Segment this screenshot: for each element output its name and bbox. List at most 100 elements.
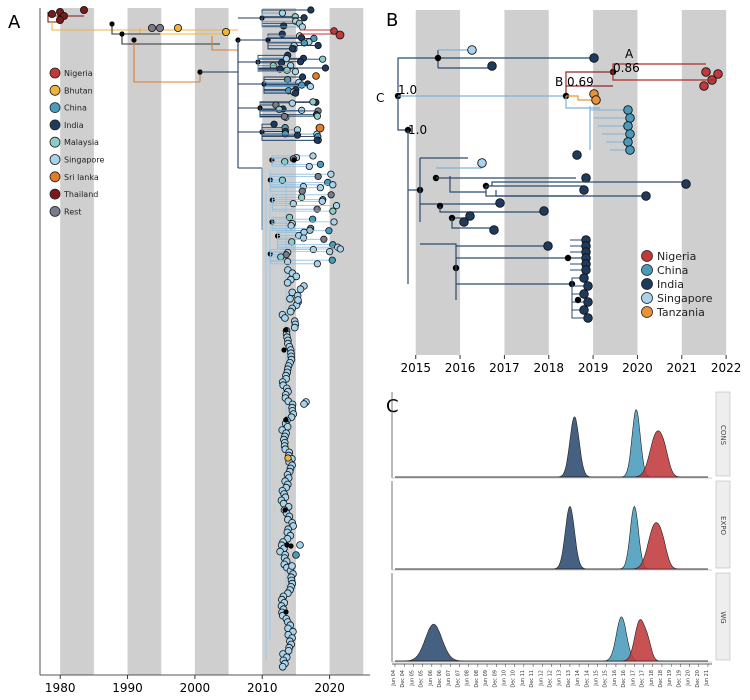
tip-node: [625, 113, 635, 123]
internal-node: [119, 31, 125, 37]
x-tick-label: Dec 13: [566, 670, 572, 688]
legend-label: Sri lanka: [64, 173, 99, 182]
internal-node: [288, 543, 294, 549]
tip-node: [281, 158, 289, 166]
tip-node: [298, 81, 306, 89]
tip-node: [465, 211, 475, 221]
tip-node: [336, 245, 344, 253]
tree-branch: [271, 196, 302, 200]
x-tick-label: 2020: [314, 681, 345, 695]
legend-swatch: [49, 205, 61, 217]
tip-node: [316, 160, 325, 168]
tip-node: [539, 206, 549, 216]
tree-branch: [257, 62, 296, 73]
x-tick-label: Dec 06: [437, 670, 443, 688]
x-tick-label: Dec 19: [676, 670, 682, 688]
tip-node: [287, 222, 295, 230]
x-tick-label: 2020: [622, 361, 653, 375]
legend-label: India: [64, 121, 84, 130]
panel-b-letter: B: [386, 10, 398, 31]
tip-node: [583, 297, 593, 307]
x-tick-label: Dec 17: [640, 670, 646, 688]
tree-branch: [565, 96, 600, 109]
x-tick-label: 2018: [533, 361, 564, 375]
legend-label: Singapore: [657, 292, 713, 305]
tip-node: [280, 22, 288, 30]
tree-branch: [612, 72, 716, 81]
tip-node: [699, 81, 709, 91]
tip-node: [280, 112, 289, 121]
tip-node: [309, 245, 317, 254]
inner-node-support: 1.0: [408, 123, 427, 137]
tip-node: [275, 105, 283, 113]
tip-node: [299, 234, 308, 242]
tip-node: [583, 281, 593, 291]
tip-node: [321, 64, 330, 72]
tip-node: [625, 145, 635, 155]
x-tick-label: Jun 05: [409, 670, 415, 687]
tip-node: [325, 227, 333, 235]
tree-branch: [485, 186, 646, 197]
tree-branch: [259, 108, 285, 117]
tip-node: [591, 95, 601, 105]
tip-node: [277, 59, 286, 67]
tip-node: [329, 207, 337, 215]
x-tick-label: 2010: [247, 681, 278, 695]
x-tick-label: Dec 10: [511, 670, 517, 688]
tip-node: [284, 257, 292, 266]
panel-a-x-ticks: 1980 1990 2000 2010 2020: [45, 675, 345, 695]
tip-node: [80, 6, 89, 14]
tree-branch: [277, 235, 299, 236]
tip-node: [291, 67, 300, 76]
legend-label: Nigeria: [64, 69, 93, 78]
legend-label: India: [657, 278, 684, 291]
clade-a-support: 0.86: [613, 61, 640, 75]
x-tick-label: Dec 08: [474, 670, 480, 688]
clade-c-support: 1.0: [398, 83, 417, 97]
tip-node: [313, 136, 321, 144]
x-tick-label: 2021: [667, 361, 698, 375]
tip-node: [288, 45, 297, 53]
internal-node: [131, 37, 137, 43]
tip-node: [298, 73, 307, 81]
tip-node: [309, 215, 317, 223]
tip-node: [329, 181, 337, 189]
tip-node: [309, 152, 317, 160]
tree-branch: [451, 218, 494, 229]
tree-branch: [263, 81, 299, 84]
x-tick-label: Dec 14: [584, 670, 590, 688]
tip-node: [623, 121, 633, 131]
x-tick-label: Jun 07: [446, 670, 452, 687]
panel-a-time-bands: [60, 8, 364, 675]
tip-node: [147, 23, 156, 32]
tree-branch: [263, 84, 296, 94]
tip-node: [283, 278, 292, 287]
tip-node: [332, 202, 341, 210]
tip-node: [326, 248, 334, 256]
tip-node: [327, 191, 335, 199]
tip-node: [270, 120, 278, 128]
tip-node: [288, 562, 296, 570]
x-tick-label: Jun 13: [557, 670, 563, 687]
tip-node: [487, 61, 497, 71]
tip-node: [298, 106, 306, 114]
x-tick-label: Jun 10: [501, 670, 507, 687]
tree-branch: [495, 190, 584, 197]
tip-node: [288, 99, 296, 107]
tip-node: [277, 253, 285, 261]
tip-node: [583, 313, 593, 323]
legend-swatch: [641, 250, 653, 262]
time-band: [127, 8, 162, 675]
x-tick-label: Jun 17: [630, 670, 636, 687]
tip-node: [305, 162, 313, 171]
tree-branch: [267, 37, 302, 40]
panel-b-phylogeny: [394, 45, 723, 323]
tip-node: [312, 72, 320, 80]
tip-node: [286, 307, 295, 316]
tip-node: [278, 662, 287, 671]
tip-node: [284, 76, 292, 84]
legend-swatch: [641, 278, 653, 290]
internal-node: [109, 21, 115, 27]
